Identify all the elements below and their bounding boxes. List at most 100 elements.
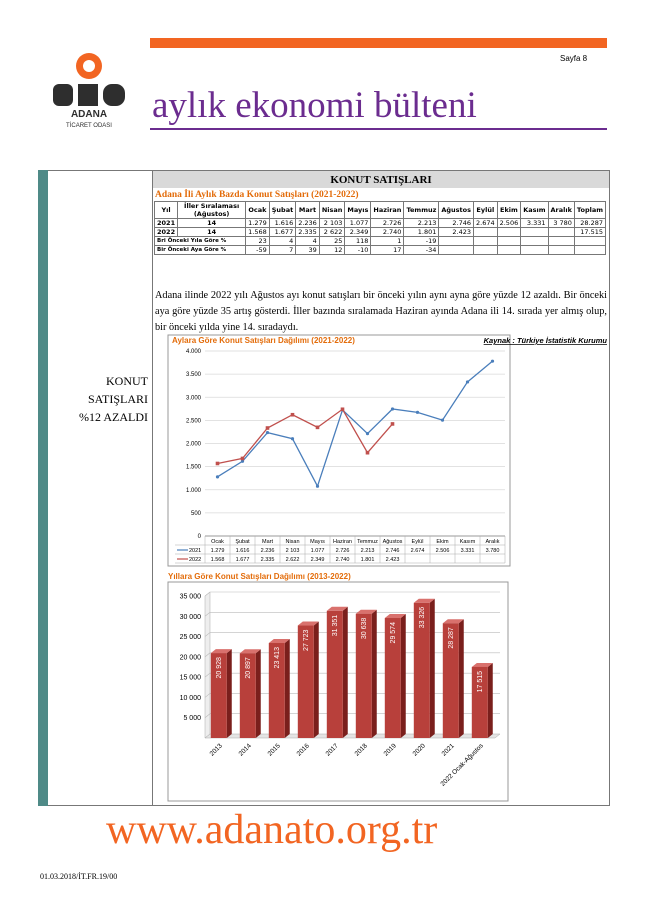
logo-letter bbox=[103, 84, 125, 106]
content-box bbox=[48, 170, 610, 806]
value-label: 3.780 bbox=[486, 548, 500, 554]
value-label: 2.746 bbox=[386, 548, 400, 554]
y-tick-label: 4.000 bbox=[186, 349, 202, 355]
value-label: 2.506 bbox=[436, 548, 450, 554]
table-cell bbox=[438, 236, 474, 246]
value-label: 1.677 bbox=[236, 557, 250, 563]
footer-code: 01.03.2018/İT.FR.19/00 bbox=[40, 872, 118, 881]
table-cell: 1 bbox=[370, 236, 405, 246]
table-cell: -10 bbox=[344, 245, 372, 255]
value-label: 1.568 bbox=[211, 557, 225, 563]
bar bbox=[355, 613, 372, 738]
table-cell: 2.349 bbox=[344, 227, 372, 237]
chart-frame bbox=[167, 334, 511, 567]
bar bbox=[442, 623, 459, 738]
y-tick-label: 1.000 bbox=[186, 488, 202, 494]
x-tick-label: Haziran bbox=[333, 539, 352, 545]
x-tick-label: Şubat bbox=[235, 539, 250, 545]
table-cell: 12 bbox=[318, 245, 346, 255]
table-cell: 4 bbox=[268, 236, 297, 246]
header-cell: Aralık bbox=[547, 201, 575, 219]
header-cell: Nisan bbox=[318, 201, 346, 219]
value-label: 28 287 bbox=[448, 627, 455, 649]
bar-side bbox=[342, 606, 348, 738]
header-bar bbox=[150, 38, 607, 48]
table-cell bbox=[573, 245, 607, 255]
point bbox=[240, 459, 245, 463]
x-tick-label: Kasım bbox=[460, 539, 476, 545]
y-tick-label: 15 000 bbox=[180, 675, 202, 682]
value-label: 2.740 bbox=[336, 557, 350, 563]
paragraph: Adana ilinde 2022 yılı Ağustos ayı konut… bbox=[155, 290, 607, 333]
column-divider bbox=[152, 170, 153, 806]
y-tick-label: 3.000 bbox=[186, 395, 202, 401]
bar bbox=[326, 610, 343, 738]
table-cell bbox=[520, 227, 549, 237]
x-tick-label: Ocak bbox=[211, 539, 224, 545]
table-cell bbox=[520, 245, 549, 255]
table-cell bbox=[496, 245, 522, 255]
header-cell: Kasım bbox=[520, 201, 549, 219]
point bbox=[365, 432, 370, 436]
table-row: Bri Önceki Yıla Göre % 23 4 4 25 118 1 -19 bbox=[153, 236, 607, 246]
value-label: 1.616 bbox=[236, 548, 250, 554]
table-cell: 1.279 bbox=[245, 218, 270, 228]
x-tick-label: Nisan bbox=[285, 539, 299, 545]
point bbox=[390, 422, 395, 426]
row-label: Bir Önceki Aya Göre % bbox=[153, 245, 247, 255]
bar-side bbox=[284, 639, 290, 738]
bar-top bbox=[413, 598, 435, 603]
line-chart: Aylara Göre Konut Satışları Dağılımı (20… bbox=[167, 334, 607, 567]
table-cell bbox=[520, 236, 549, 246]
value-label: 33 326 bbox=[419, 607, 426, 629]
table-cell bbox=[438, 245, 474, 255]
bar bbox=[210, 653, 227, 738]
logo-letter bbox=[53, 84, 73, 106]
back-wall bbox=[204, 591, 211, 739]
table-cell: 2.506 bbox=[496, 218, 522, 228]
grid-line bbox=[204, 611, 500, 617]
logo-sub: TİCARET ODASI bbox=[66, 122, 112, 129]
point bbox=[415, 410, 420, 414]
legend-label: 2021 bbox=[189, 548, 201, 554]
value-label: 27 723 bbox=[303, 629, 310, 651]
bar-chart: Yıllara Göre Konut Satışları Dağılımı (2… bbox=[167, 572, 509, 802]
table-cell: 1.077 bbox=[344, 218, 372, 228]
bar-side bbox=[458, 619, 464, 738]
table-cell: 23 bbox=[245, 236, 270, 246]
bar-top bbox=[268, 639, 290, 644]
table-cell bbox=[473, 227, 498, 237]
header-cell: Ocak bbox=[245, 201, 270, 219]
table-row: 2022 14 1.568 1.677 2.335 2 622 2.349 2.740 1.80… bbox=[153, 227, 607, 237]
table-row: 2021 14 1.279 1.616 2.236 2 103 1.077 2.726 2.21… bbox=[153, 218, 607, 228]
value-label: 3.331 bbox=[461, 548, 475, 554]
table-cell: 2.740 bbox=[370, 227, 405, 237]
value-label: 23 413 bbox=[274, 647, 281, 669]
table-cell: 3 780 bbox=[547, 218, 575, 228]
y-tick-label: 35 000 bbox=[180, 594, 202, 601]
bar-side bbox=[487, 662, 493, 738]
table-cell bbox=[547, 245, 575, 255]
header-cell: Toplam bbox=[573, 201, 607, 219]
logo-letter bbox=[78, 84, 98, 106]
value-label: 20 928 bbox=[216, 657, 223, 679]
value-label: 2.674 bbox=[411, 548, 425, 554]
header-cell: Mayıs bbox=[344, 201, 372, 219]
point bbox=[490, 359, 495, 363]
series-line bbox=[217, 360, 493, 488]
row-label: 2022 bbox=[153, 227, 179, 237]
value-label: 1.077 bbox=[311, 548, 325, 554]
table-cell: 1.616 bbox=[268, 218, 297, 228]
table-cell: 2.236 bbox=[295, 218, 320, 228]
rank-cell: 14 bbox=[177, 218, 247, 228]
table-cell: 17 bbox=[370, 245, 405, 255]
value-label: 2.335 bbox=[261, 557, 275, 563]
bar-side bbox=[429, 598, 435, 738]
table-cell: 25 bbox=[318, 236, 346, 246]
table-cell bbox=[547, 227, 575, 237]
y-tick-label: 2.000 bbox=[186, 442, 202, 448]
bar-top bbox=[326, 606, 348, 611]
table-cell: 2.335 bbox=[295, 227, 320, 237]
y-tick-label: 5 000 bbox=[183, 715, 201, 722]
